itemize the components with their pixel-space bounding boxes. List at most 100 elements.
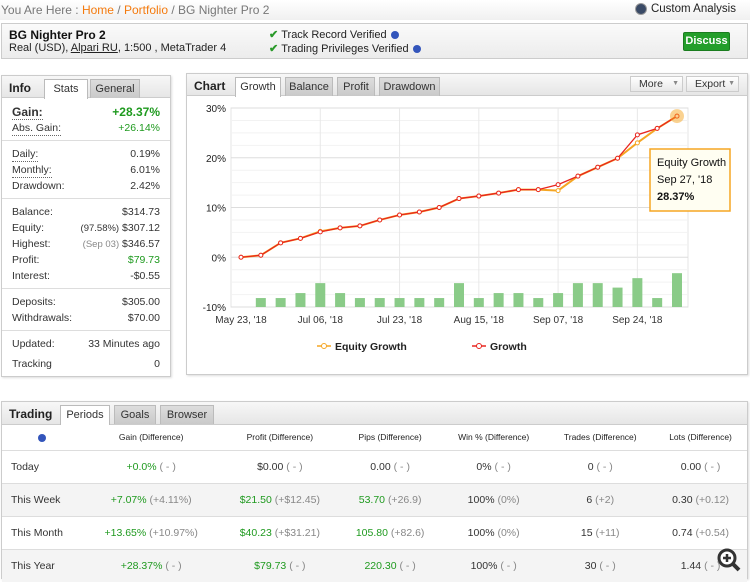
cell-difference: (+$31.21)	[274, 526, 320, 539]
custom-analysis-link[interactable]: Custom Analysis	[634, 3, 736, 15]
more-dropdown[interactable]: More	[630, 76, 683, 92]
column-header: Profit (Difference)	[246, 432, 314, 443]
data-point	[297, 235, 303, 241]
tab-general[interactable]: General	[90, 79, 140, 98]
track-record-verified: ✔ Track Record Verified	[269, 28, 399, 41]
cell-value: 0.00	[680, 460, 702, 473]
broker-link[interactable]: Alpari RU	[70, 42, 118, 54]
trading-privileges-verified: ✔ Trading Privileges Verified	[269, 42, 421, 55]
bar	[394, 298, 405, 307]
cell-value: 6	[586, 493, 593, 506]
period-label: This Week	[2, 482, 82, 516]
cell-value: 0	[587, 460, 594, 473]
cell-difference: (+82.6)	[390, 526, 425, 539]
balance-label: Balance:	[12, 206, 53, 218]
tooltip-text: Sep 27, '18	[657, 174, 712, 186]
highest-date: (Sep 03)	[82, 239, 120, 250]
table-cell: 6 (+2)	[546, 482, 655, 516]
cell-value: 100%	[470, 559, 498, 572]
y-tick-label: -10%	[203, 303, 226, 314]
data-point	[258, 252, 264, 258]
verified-label: Track Record Verified	[281, 29, 387, 41]
help-icon[interactable]	[390, 31, 399, 40]
table-cell: $21.50 (+$12.45)	[220, 482, 340, 516]
legend-label[interactable]: Equity Growth	[335, 341, 407, 353]
tracking-value: 0	[154, 358, 160, 370]
column-header: Win % (Difference)	[458, 432, 530, 443]
export-dropdown[interactable]: Export	[686, 76, 739, 92]
tab-balance[interactable]: Balance	[285, 77, 333, 96]
tab-growth[interactable]: Growth	[235, 77, 281, 97]
cell-difference: (0%)	[497, 526, 520, 539]
table-cell: 53.70 (+26.9)	[339, 482, 441, 516]
cell-difference: ( - )	[393, 460, 410, 473]
tab-periods[interactable]: Periods	[60, 405, 110, 425]
table-cell: 0% ( - )	[440, 449, 547, 483]
interest-value: -$0.55	[130, 270, 160, 282]
highest-label: Highest:	[12, 238, 51, 250]
data-point	[555, 182, 561, 188]
cell-value: +28.37%	[120, 559, 163, 572]
cell-difference: ( - )	[500, 559, 517, 572]
x-tick-label: Jul 06, '18	[298, 315, 344, 326]
abs-gain-label: Abs. Gain:	[12, 122, 62, 136]
bar	[612, 287, 623, 307]
bar	[493, 293, 504, 307]
x-tick-label: Sep 07, '18	[533, 315, 584, 326]
cell-value: $40.23	[239, 526, 272, 539]
table-cell: 100% (0%)	[440, 515, 547, 549]
trading-panel: Trading Periods Goals Browser Gain (Diff…	[1, 401, 748, 582]
data-point	[555, 188, 561, 194]
cell-difference: ( - )	[159, 460, 176, 473]
growth-chart[interactable]: 30% 20% 10% 0% -10%May 23, '18 Jul 06, '18 Jul…	[187, 96, 747, 374]
data-point	[535, 187, 541, 193]
x-tick-label: May 23, '18	[215, 315, 267, 326]
help-icon[interactable]	[38, 434, 46, 442]
table-cell: 15 (+11)	[546, 515, 655, 549]
tab-goals[interactable]: Goals	[114, 405, 156, 424]
cell-difference: ( - )	[399, 559, 416, 572]
column-header: Lots (Difference)	[669, 432, 732, 443]
clock-icon	[634, 3, 647, 15]
deposits-label: Deposits:	[12, 296, 56, 308]
bar	[513, 293, 524, 307]
info-panel: Info Stats General Gain: +28.37% Abs. Gai…	[1, 75, 171, 377]
interest-label: Interest:	[12, 270, 50, 282]
data-point	[634, 140, 640, 146]
tab-profit[interactable]: Profit	[337, 77, 375, 96]
cell-difference: (+10.97%)	[149, 526, 198, 539]
cell-value: +7.07%	[110, 493, 147, 506]
zoom-in-icon[interactable]	[717, 548, 741, 572]
cell-difference: (0%)	[497, 493, 520, 506]
legend-label[interactable]: Growth	[490, 341, 527, 353]
breadcrumb-current: BG Nighter Pro 2	[178, 3, 270, 17]
monthly-value: 6.01%	[130, 164, 160, 176]
breadcrumb-home[interactable]: Home	[81, 3, 114, 17]
cell-difference: (+4.11%)	[149, 493, 192, 506]
table-cell: 0 ( - )	[546, 449, 655, 483]
tab-stats[interactable]: Stats	[44, 79, 88, 99]
bar	[295, 293, 306, 307]
bar	[632, 278, 643, 307]
cell-value: 220.30	[364, 559, 397, 572]
bar	[315, 283, 326, 307]
breadcrumb-portfolio[interactable]: Portfolio	[123, 3, 169, 17]
x-tick-label: Aug 15, '18	[454, 315, 505, 326]
data-point	[317, 229, 323, 235]
data-point	[615, 155, 621, 161]
bar	[434, 298, 445, 307]
trading-title: Trading	[9, 407, 53, 421]
cell-value: 30	[584, 559, 597, 572]
bar	[255, 298, 266, 307]
hover-marker	[670, 109, 684, 124]
cell-difference: ( - )	[704, 559, 721, 572]
tab-browser[interactable]: Browser	[160, 405, 214, 424]
period-label: Today	[2, 449, 82, 483]
tab-drawdown[interactable]: Drawdown	[379, 77, 440, 96]
period-label: This Month	[2, 515, 82, 549]
data-point	[496, 190, 502, 196]
cell-difference: (+0.54)	[695, 526, 730, 539]
account-header: BG Nighter Pro 2 Real (USD), Alpari RU, …	[1, 23, 748, 59]
discuss-button[interactable]: Discuss	[683, 32, 730, 51]
help-icon[interactable]	[412, 45, 421, 54]
